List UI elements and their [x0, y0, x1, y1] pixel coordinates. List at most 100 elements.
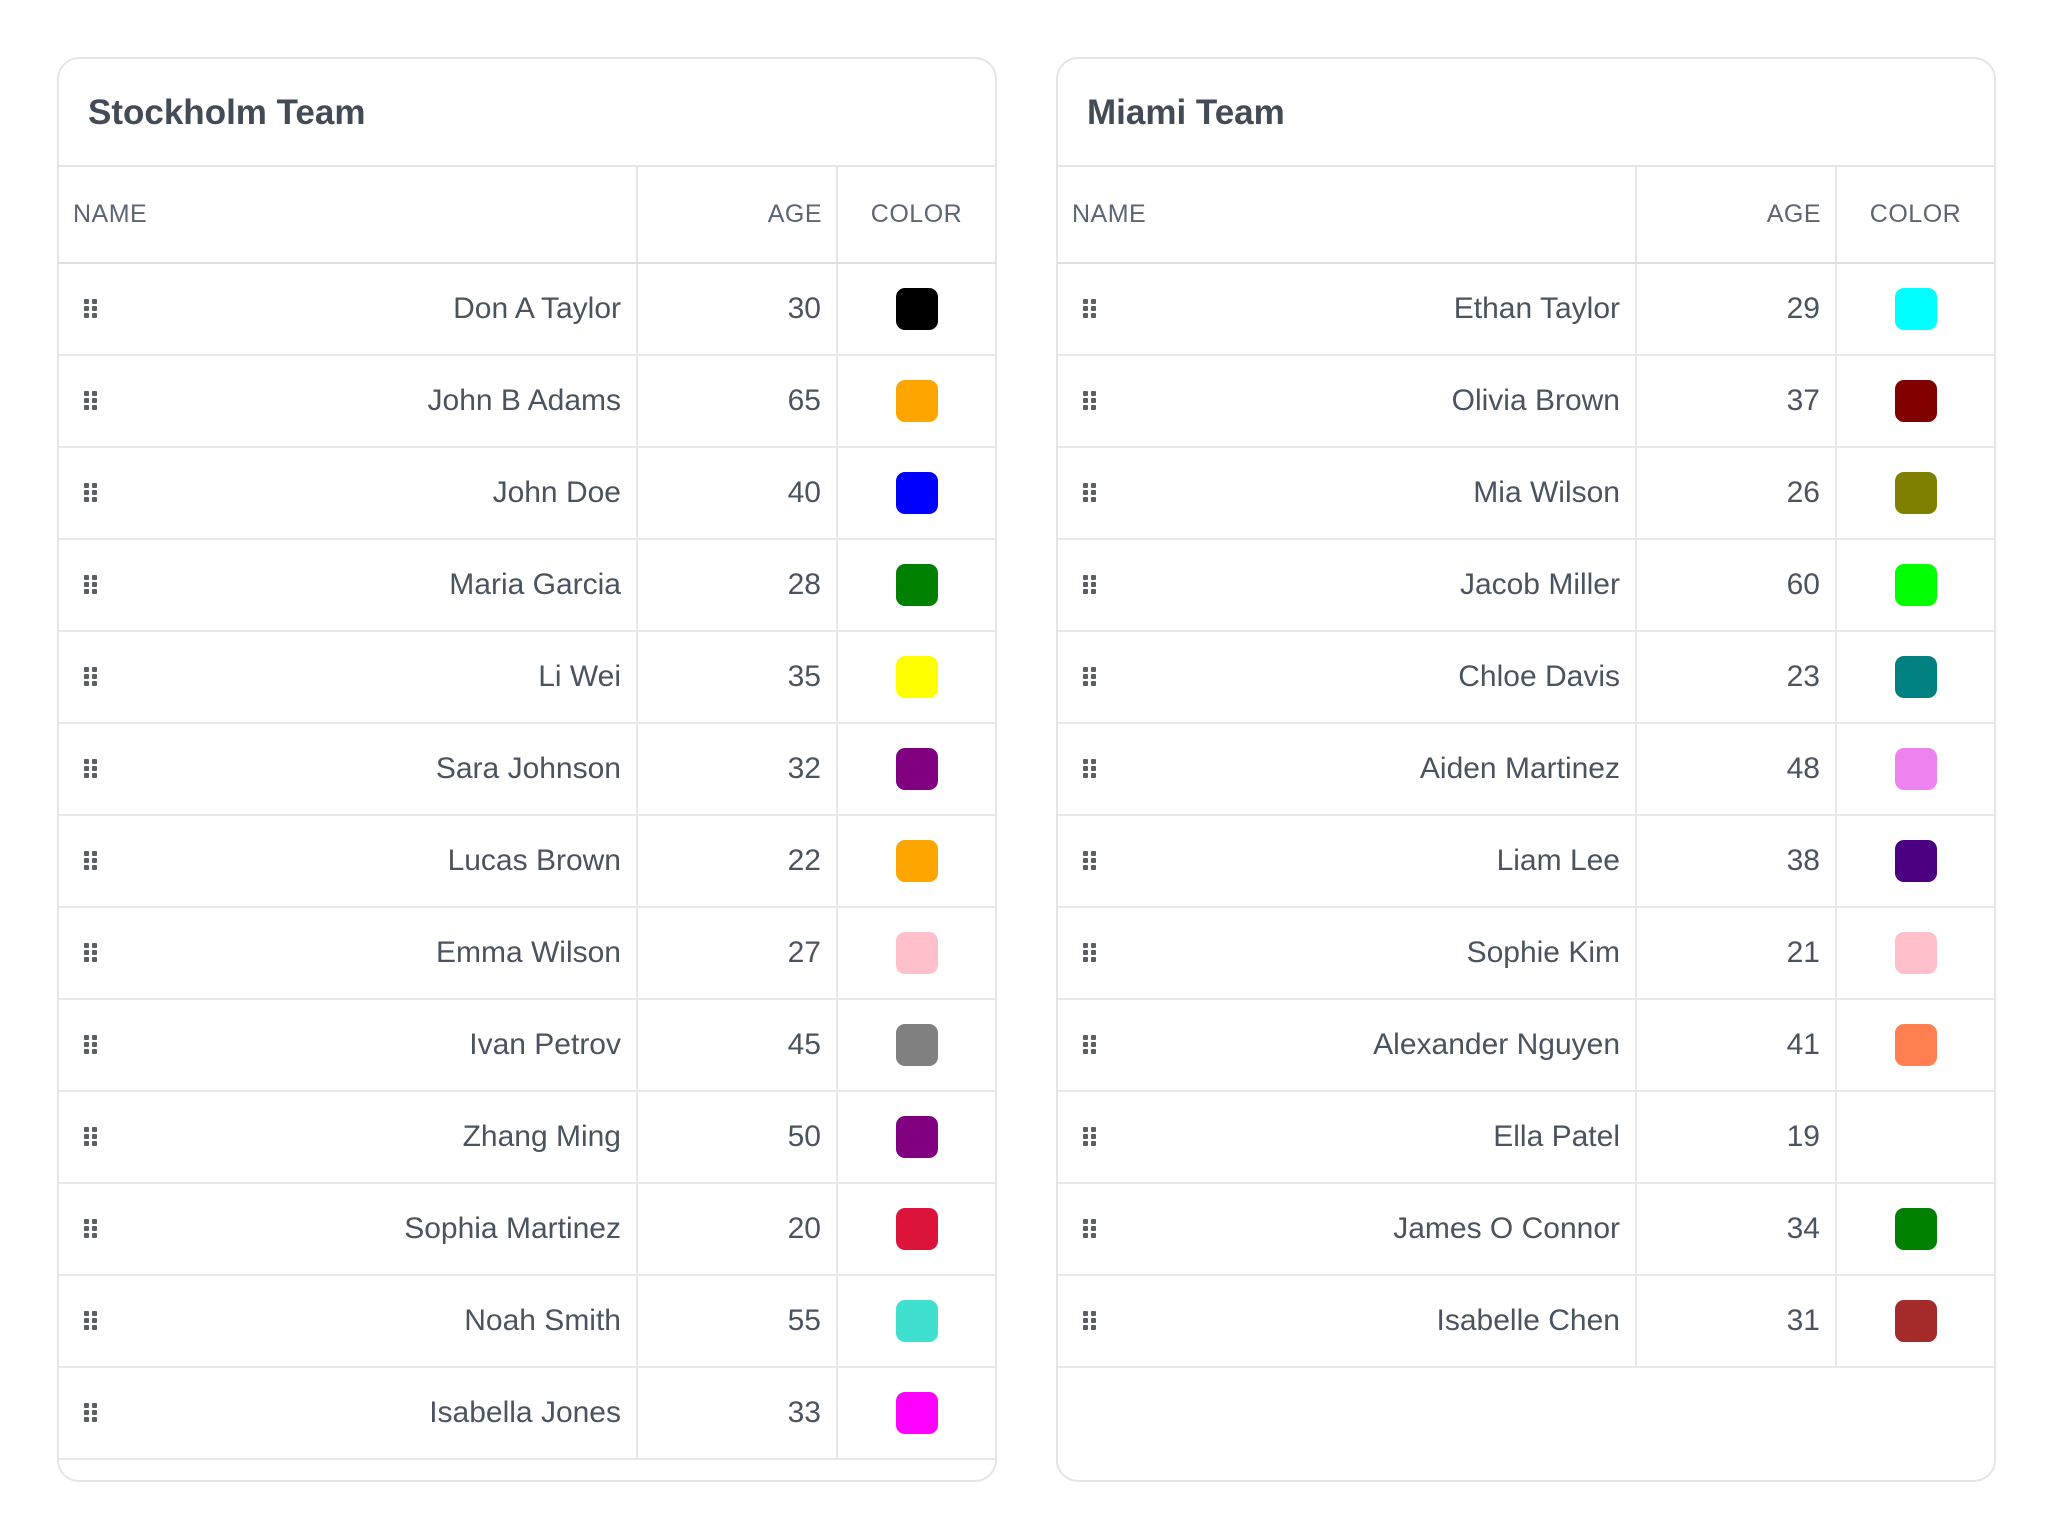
color-swatch	[895, 1024, 938, 1066]
column-header-age[interactable]: AGE	[1636, 167, 1837, 264]
table-row[interactable]: Liam Lee 38	[1058, 815, 1994, 908]
table-row[interactable]: Chloe Davis 23	[1058, 631, 1994, 724]
name-cell: Sophie Kim	[1058, 907, 1637, 1000]
color-cell	[1836, 355, 1994, 448]
table-row[interactable]: Ethan Taylor 29	[1058, 263, 1994, 356]
person-name: Liam Lee	[1496, 844, 1620, 877]
color-cell	[1836, 999, 1994, 1092]
drag-handle-icon[interactable]	[1083, 575, 1097, 595]
color-swatch	[895, 932, 938, 974]
table-row[interactable]: Li Wei 35	[59, 631, 995, 724]
color-swatch	[1894, 1024, 1937, 1066]
table-row[interactable]: Sophie Kim 21	[1058, 907, 1994, 1000]
table-row[interactable]: Olivia Brown 37	[1058, 355, 1994, 448]
table-row[interactable]: Emma Wilson 27	[59, 907, 995, 1000]
drag-handle-icon[interactable]	[84, 759, 98, 779]
color-swatch	[895, 288, 938, 330]
color-cell	[1836, 815, 1994, 908]
team-panel-stockholm: Stockholm Team NAME AGE COLOR Don A Tayl…	[57, 57, 997, 1482]
name-cell: Ella Patel	[1058, 1091, 1637, 1184]
table-row[interactable]: Noah Smith 55	[59, 1275, 995, 1368]
table-row[interactable]: Maria Garcia 28	[59, 539, 995, 632]
table-body: Ethan Taylor 29 Olivia Brown 37 Mia Wilson 26…	[1058, 263, 1994, 1368]
table-row[interactable]: Ella Patel 19	[1058, 1091, 1994, 1184]
table-row[interactable]: Alexander Nguyen 41	[1058, 999, 1994, 1092]
drag-handle-icon[interactable]	[1083, 943, 1097, 963]
person-name: Isabella Jones	[429, 1396, 621, 1429]
table-row[interactable]: John B Adams 65	[59, 355, 995, 448]
table-row[interactable]: Don A Taylor 30	[59, 263, 995, 356]
name-cell: Noah Smith	[59, 1275, 638, 1368]
drag-handle-icon[interactable]	[84, 483, 98, 503]
person-age: 31	[1636, 1275, 1837, 1368]
drag-handle-icon[interactable]	[84, 299, 98, 319]
table-row[interactable]: Mia Wilson 26	[1058, 447, 1994, 540]
person-name: Alexander Nguyen	[1373, 1028, 1620, 1061]
name-cell: Maria Garcia	[59, 539, 638, 632]
table-row[interactable]: Sophia Martinez 20	[59, 1183, 995, 1276]
drag-handle-icon[interactable]	[1083, 391, 1097, 411]
panel-title: Miami Team	[1058, 59, 1994, 167]
drag-handle-icon[interactable]	[1083, 1127, 1097, 1147]
table-row[interactable]: Isabella Jones 33	[59, 1367, 995, 1460]
team-table: NAME AGE COLOR Ethan Taylor 29 Olivia Brow…	[1058, 167, 1994, 1368]
person-name: Li Wei	[538, 660, 621, 693]
color-cell	[837, 999, 995, 1092]
table-row[interactable]: John Doe 40	[59, 447, 995, 540]
person-name: Aiden Martinez	[1419, 752, 1620, 785]
person-age: 22	[637, 815, 838, 908]
drag-handle-icon[interactable]	[84, 575, 98, 595]
color-cell	[837, 539, 995, 632]
drag-handle-icon[interactable]	[84, 851, 98, 871]
table-row[interactable]: Lucas Brown 22	[59, 815, 995, 908]
person-name: John Doe	[492, 476, 621, 509]
table-row[interactable]: Sara Johnson 32	[59, 723, 995, 816]
table-row[interactable]: Isabelle Chen 31	[1058, 1275, 1994, 1368]
drag-handle-icon[interactable]	[1083, 667, 1097, 687]
drag-handle-icon[interactable]	[84, 1035, 98, 1055]
column-header-name[interactable]: NAME	[1058, 167, 1637, 264]
drag-handle-icon[interactable]	[84, 667, 98, 687]
panel-title: Stockholm Team	[59, 59, 995, 167]
person-name: John B Adams	[427, 384, 621, 417]
name-cell: Zhang Ming	[59, 1091, 638, 1184]
name-cell: Isabelle Chen	[1058, 1275, 1637, 1368]
name-cell: Isabella Jones	[59, 1367, 638, 1460]
color-swatch	[895, 472, 938, 514]
table-row[interactable]: Zhang Ming 50	[59, 1091, 995, 1184]
team-panel-miami: Miami Team NAME AGE COLOR Ethan Taylor 29…	[1056, 57, 1996, 1482]
drag-handle-icon[interactable]	[1083, 1311, 1097, 1331]
drag-handle-icon[interactable]	[84, 943, 98, 963]
table-row[interactable]: Ivan Petrov 45	[59, 999, 995, 1092]
drag-handle-icon[interactable]	[1083, 483, 1097, 503]
person-name: Noah Smith	[464, 1304, 621, 1337]
color-cell	[837, 1183, 995, 1276]
table-row[interactable]: Aiden Martinez 48	[1058, 723, 1994, 816]
drag-handle-icon[interactable]	[1083, 1219, 1097, 1239]
column-header-color[interactable]: COLOR	[1836, 167, 1994, 264]
person-age: 37	[1636, 355, 1837, 448]
column-header-name[interactable]: NAME	[59, 167, 638, 264]
drag-handle-icon[interactable]	[84, 1127, 98, 1147]
drag-handle-icon[interactable]	[84, 391, 98, 411]
color-cell	[837, 815, 995, 908]
person-name: Sara Johnson	[435, 752, 621, 785]
color-swatch	[895, 1392, 938, 1434]
drag-handle-icon[interactable]	[1083, 759, 1097, 779]
color-swatch	[1894, 564, 1937, 606]
person-name: Sophia Martinez	[404, 1212, 621, 1245]
person-name: Mia Wilson	[1473, 476, 1620, 509]
column-header-age[interactable]: AGE	[637, 167, 838, 264]
drag-handle-icon[interactable]	[84, 1403, 98, 1423]
person-age: 41	[1636, 999, 1837, 1092]
drag-handle-icon[interactable]	[1083, 1035, 1097, 1055]
drag-handle-icon[interactable]	[1083, 299, 1097, 319]
table-row[interactable]: Jacob Miller 60	[1058, 539, 1994, 632]
drag-handle-icon[interactable]	[1083, 851, 1097, 871]
drag-handle-icon[interactable]	[84, 1219, 98, 1239]
column-header-color[interactable]: COLOR	[837, 167, 995, 264]
person-age: 45	[637, 999, 838, 1092]
table-row[interactable]: James O Connor 34	[1058, 1183, 1994, 1276]
color-swatch	[895, 1116, 938, 1158]
drag-handle-icon[interactable]	[84, 1311, 98, 1331]
